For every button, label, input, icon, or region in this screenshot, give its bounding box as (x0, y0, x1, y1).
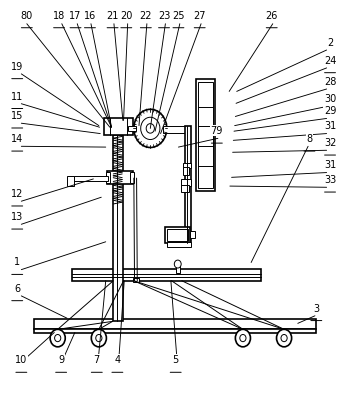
Circle shape (281, 335, 287, 342)
Text: 4: 4 (114, 354, 120, 364)
Text: 31: 31 (324, 121, 336, 131)
Circle shape (91, 330, 106, 347)
Bar (181, 186, 189, 193)
Text: 23: 23 (158, 11, 170, 21)
Circle shape (240, 335, 246, 342)
Bar (176, 265, 180, 273)
Bar (183, 164, 191, 169)
Text: 7: 7 (94, 354, 100, 364)
Bar (198, 83, 213, 189)
Text: 28: 28 (324, 77, 336, 87)
Text: 8: 8 (306, 134, 313, 144)
Bar (106, 173, 110, 183)
Circle shape (50, 330, 65, 347)
Circle shape (96, 335, 102, 342)
Text: 12: 12 (11, 189, 23, 198)
Bar (107, 172, 133, 185)
Bar (183, 168, 189, 175)
Text: 9: 9 (58, 354, 64, 364)
Text: 20: 20 (120, 11, 133, 21)
Bar (167, 242, 191, 247)
Bar (72, 269, 261, 281)
Text: 25: 25 (172, 11, 185, 21)
Text: 16: 16 (84, 11, 96, 21)
Text: 19: 19 (11, 62, 23, 72)
Text: 11: 11 (11, 91, 23, 101)
Circle shape (276, 330, 292, 347)
Bar (165, 227, 190, 243)
Text: 5: 5 (173, 354, 179, 364)
Text: 15: 15 (11, 111, 23, 121)
Text: 79: 79 (211, 126, 223, 136)
Bar (113, 136, 123, 322)
Text: 30: 30 (324, 94, 336, 104)
Text: 21: 21 (106, 11, 119, 21)
Bar (68, 177, 108, 182)
Text: 27: 27 (194, 11, 206, 21)
Circle shape (235, 330, 251, 347)
Bar (196, 80, 216, 192)
Text: 10: 10 (15, 354, 27, 364)
Text: 29: 29 (324, 106, 336, 116)
Bar (131, 173, 134, 183)
Bar (190, 231, 195, 238)
Circle shape (134, 110, 167, 148)
Text: 32: 32 (324, 138, 336, 148)
Text: 24: 24 (324, 55, 336, 66)
Text: 13: 13 (11, 211, 23, 222)
Text: 33: 33 (324, 175, 336, 185)
Circle shape (55, 335, 61, 342)
Text: 14: 14 (11, 134, 23, 144)
Bar (34, 320, 316, 330)
Text: 17: 17 (69, 11, 82, 21)
Circle shape (141, 118, 160, 140)
Bar (181, 179, 191, 187)
Circle shape (146, 124, 154, 134)
Bar (167, 230, 188, 241)
Text: 80: 80 (21, 11, 33, 21)
Text: 6: 6 (14, 283, 20, 293)
Text: 2: 2 (327, 38, 333, 48)
Circle shape (174, 260, 181, 269)
Bar (133, 278, 139, 282)
Bar (163, 127, 185, 133)
Bar (104, 119, 133, 136)
Text: 26: 26 (266, 11, 278, 21)
Text: 1: 1 (14, 257, 20, 267)
Text: 22: 22 (140, 11, 152, 21)
Bar (67, 177, 74, 187)
Bar (128, 126, 136, 132)
Text: 3: 3 (313, 303, 320, 313)
Text: 18: 18 (53, 11, 65, 21)
Text: 31: 31 (324, 160, 336, 170)
Bar (34, 329, 316, 333)
Bar (185, 126, 191, 243)
